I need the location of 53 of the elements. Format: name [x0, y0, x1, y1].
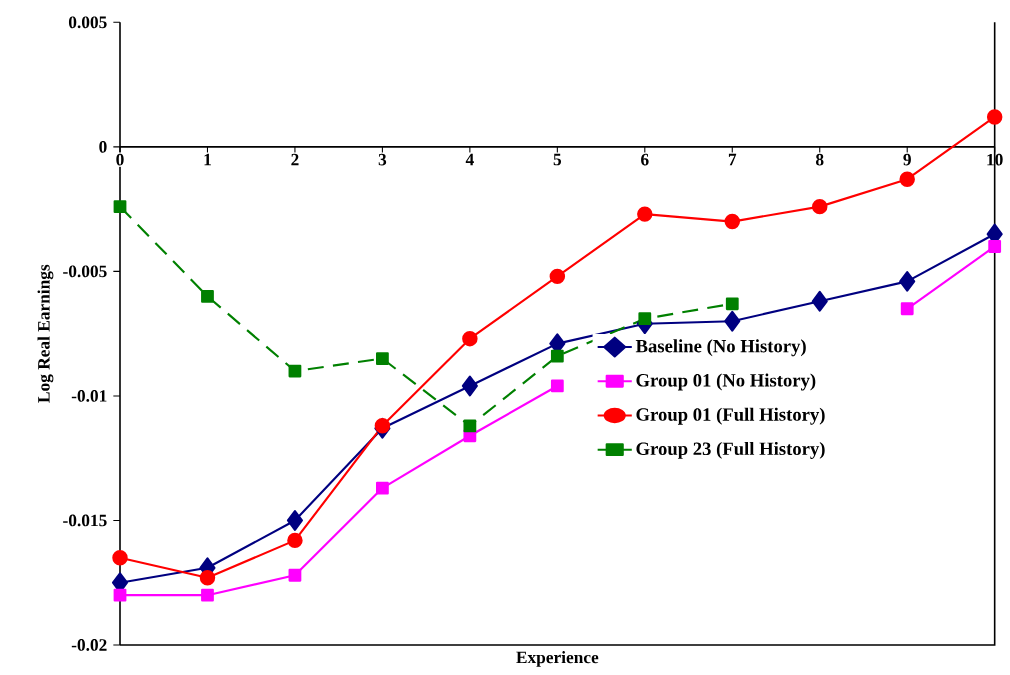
- point: [288, 568, 302, 582]
- y-tick-label: 0: [99, 141, 107, 153]
- legend-label: Group 01 (Full History): [636, 407, 825, 425]
- point: [113, 200, 127, 214]
- y-axis-title: Log Real Earnings: [37, 264, 54, 403]
- legend-label: Baseline (No History): [635, 339, 806, 357]
- x-tick-label: 0: [116, 153, 124, 166]
- point: [900, 302, 914, 316]
- point: [462, 330, 478, 347]
- point: [201, 588, 214, 602]
- point: [986, 109, 1003, 125]
- y-tick-label: -0.01: [71, 390, 107, 402]
- x-tick-label: 4: [465, 153, 474, 166]
- point: [724, 213, 741, 230]
- y-tick-label: -0.015: [63, 514, 107, 527]
- x-tick-label: 8: [815, 153, 824, 166]
- point: [286, 510, 304, 531]
- x-tick-label: 6: [641, 153, 649, 166]
- point: [374, 418, 391, 434]
- point: [549, 268, 566, 285]
- x-tick-label: 5: [553, 153, 562, 166]
- x-tick-label: 1: [204, 153, 211, 166]
- point: [376, 352, 389, 365]
- point: [201, 289, 214, 303]
- y-tick-label: 0.005: [68, 16, 107, 29]
- point: [287, 532, 303, 549]
- y-tick-label: -0.02: [71, 639, 107, 651]
- point: [288, 364, 302, 378]
- legend-label: Group 01 (No History): [636, 373, 816, 391]
- x-tick-label: 2: [291, 153, 299, 166]
- point: [725, 297, 739, 311]
- point: [550, 379, 564, 393]
- point: [988, 240, 1002, 253]
- x-axis-title: Experience: [516, 651, 599, 667]
- point: [899, 171, 915, 187]
- point: [637, 206, 653, 222]
- legend-label: Group 23 (Full History): [636, 441, 825, 459]
- point: [199, 570, 216, 586]
- point: [376, 481, 389, 495]
- point: [899, 270, 916, 292]
- point: [812, 198, 828, 215]
- point: [550, 349, 564, 363]
- point: [113, 588, 127, 602]
- point: [724, 310, 741, 332]
- x-tick-label: 3: [378, 153, 387, 166]
- point: [463, 419, 477, 433]
- y-tick-label: -0.005: [63, 265, 107, 278]
- x-tick-label: 7: [728, 153, 737, 166]
- point: [811, 290, 828, 312]
- point: [461, 375, 478, 397]
- x-tick-label: 9: [903, 153, 911, 166]
- point: [112, 550, 128, 566]
- point: [638, 312, 652, 326]
